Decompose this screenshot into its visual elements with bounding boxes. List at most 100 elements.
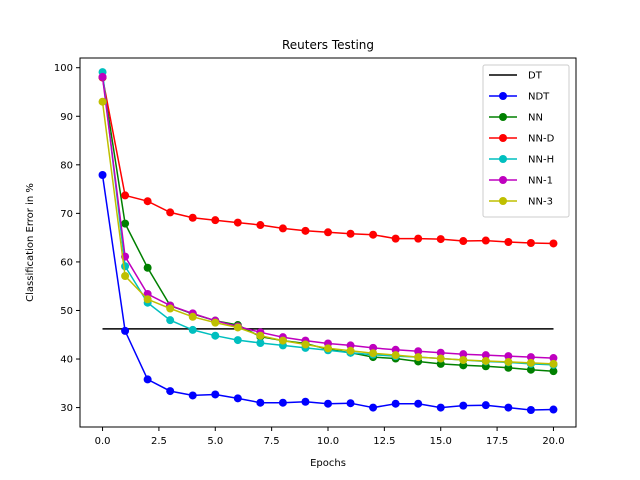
data-point-nn-d bbox=[233, 218, 242, 227]
data-point-nn-1 bbox=[504, 352, 513, 361]
data-point-nn-3 bbox=[188, 312, 197, 321]
data-point-nn-d bbox=[369, 230, 378, 239]
x-tick-label: 0.0 bbox=[95, 436, 111, 447]
data-point-ndt bbox=[256, 398, 265, 407]
legend-item-nn-h: NN-H bbox=[489, 155, 554, 166]
legend-label: NN-H bbox=[528, 155, 554, 166]
data-point-nn-3 bbox=[459, 355, 468, 364]
data-point-nn-d bbox=[278, 224, 287, 233]
data-point-ndt bbox=[436, 403, 445, 412]
data-point-ndt bbox=[414, 399, 423, 408]
data-point-nn-h bbox=[188, 325, 197, 334]
data-point-ndt bbox=[166, 387, 175, 396]
data-point-nn-d bbox=[211, 216, 220, 225]
data-point-nn-d bbox=[459, 237, 468, 246]
data-point-nn-d bbox=[166, 208, 175, 217]
legend-label: NN-1 bbox=[528, 176, 553, 187]
legend-label: NN-3 bbox=[528, 197, 553, 208]
data-point-nn-d bbox=[346, 229, 355, 238]
legend-marker bbox=[499, 92, 507, 100]
data-point-nn-h bbox=[121, 262, 130, 271]
y-tick-label: 90 bbox=[60, 112, 73, 123]
data-point-nn-d bbox=[256, 221, 265, 230]
data-point-ndt bbox=[369, 403, 378, 412]
series-nn-3 bbox=[98, 97, 558, 368]
y-tick-label: 50 bbox=[60, 306, 73, 317]
y-tick-label: 70 bbox=[60, 209, 73, 220]
series-nn-1 bbox=[98, 72, 558, 363]
data-point-nn-3 bbox=[346, 346, 355, 355]
data-point-nn-d bbox=[414, 234, 423, 243]
y-tick-label: 100 bbox=[54, 63, 73, 74]
legend-item-nn-d: NN-D bbox=[489, 134, 555, 145]
legend-label: NN bbox=[528, 113, 543, 124]
data-point-nn-1 bbox=[526, 353, 535, 362]
data-point-nn-3 bbox=[278, 336, 287, 345]
data-point-ndt bbox=[324, 399, 332, 408]
y-axis: 30 40 50 60 70 80 90 100 bbox=[54, 63, 80, 414]
x-axis-label: Epochs bbox=[310, 458, 346, 469]
data-point-nn-3 bbox=[549, 359, 558, 368]
data-point-ndt bbox=[391, 399, 400, 408]
y-tick-label: 60 bbox=[60, 257, 73, 268]
legend-marker bbox=[499, 197, 507, 205]
data-point-nn-1 bbox=[549, 354, 558, 363]
plot-area bbox=[98, 68, 558, 415]
data-point-ndt bbox=[526, 406, 535, 415]
data-point-nn-h bbox=[211, 331, 220, 340]
data-point-nn-3 bbox=[98, 97, 107, 106]
chart-title: Reuters Testing bbox=[282, 38, 374, 52]
data-point-nn-3 bbox=[324, 344, 332, 353]
data-point-ndt bbox=[301, 397, 310, 406]
legend: DT NDT NN NN-D NN-H NN-1 NN-3 bbox=[482, 64, 570, 218]
data-point-nn-3 bbox=[414, 353, 423, 362]
legend-item-ndt: NDT bbox=[489, 92, 550, 103]
data-point-nn-3 bbox=[436, 354, 445, 363]
data-point-nn-d bbox=[504, 238, 513, 247]
data-point-nn bbox=[143, 263, 152, 272]
data-point-ndt bbox=[481, 401, 490, 410]
x-tick-label: 20.0 bbox=[542, 436, 564, 447]
legend-label: NN-D bbox=[528, 134, 555, 145]
data-point-nn-h bbox=[166, 316, 175, 325]
data-point-ndt bbox=[278, 398, 287, 407]
data-point-nn-1 bbox=[481, 351, 490, 360]
data-point-ndt bbox=[459, 401, 468, 410]
data-point-nn bbox=[549, 367, 558, 376]
legend-marker bbox=[499, 134, 507, 142]
legend-item-nn: NN bbox=[489, 113, 543, 124]
x-tick-label: 17.5 bbox=[486, 436, 508, 447]
x-tick-label: 12.5 bbox=[373, 436, 395, 447]
x-tick-label: 2.5 bbox=[151, 436, 167, 447]
legend-item-dt: DT bbox=[489, 71, 543, 82]
x-tick-label: 15.0 bbox=[430, 436, 452, 447]
data-point-nn-d bbox=[324, 228, 332, 237]
data-point-nn-3 bbox=[211, 318, 220, 327]
data-point-nn-d bbox=[301, 226, 310, 235]
data-point-nn-d bbox=[436, 235, 445, 244]
data-point-ndt bbox=[504, 403, 513, 412]
x-tick-label: 7.5 bbox=[264, 436, 280, 447]
x-axis: 0.0 2.5 5.0 7.5 10.0 12.5 15.0 17.5 20.0 bbox=[95, 427, 565, 447]
data-point-nn-3 bbox=[166, 304, 175, 313]
legend-marker bbox=[499, 155, 507, 163]
data-point-nn-3 bbox=[233, 323, 242, 332]
x-tick-label: 5.0 bbox=[207, 436, 223, 447]
series-ndt bbox=[98, 171, 558, 415]
data-point-nn-3 bbox=[256, 331, 265, 340]
data-point-ndt bbox=[233, 394, 242, 403]
data-point-nn bbox=[526, 365, 535, 374]
legend-item-nn-1: NN-1 bbox=[489, 176, 553, 187]
data-point-nn-d bbox=[121, 191, 130, 200]
data-point-ndt bbox=[98, 171, 107, 180]
data-point-nn-3 bbox=[369, 349, 378, 358]
legend-marker bbox=[499, 113, 507, 121]
data-point-nn-1 bbox=[414, 347, 423, 356]
data-point-nn-3 bbox=[481, 356, 490, 365]
data-point-nn-d bbox=[549, 239, 558, 248]
data-point-nn-h bbox=[256, 339, 265, 348]
data-point-nn-d bbox=[143, 197, 152, 206]
legend-label: NDT bbox=[528, 92, 550, 103]
data-point-ndt bbox=[549, 405, 558, 414]
